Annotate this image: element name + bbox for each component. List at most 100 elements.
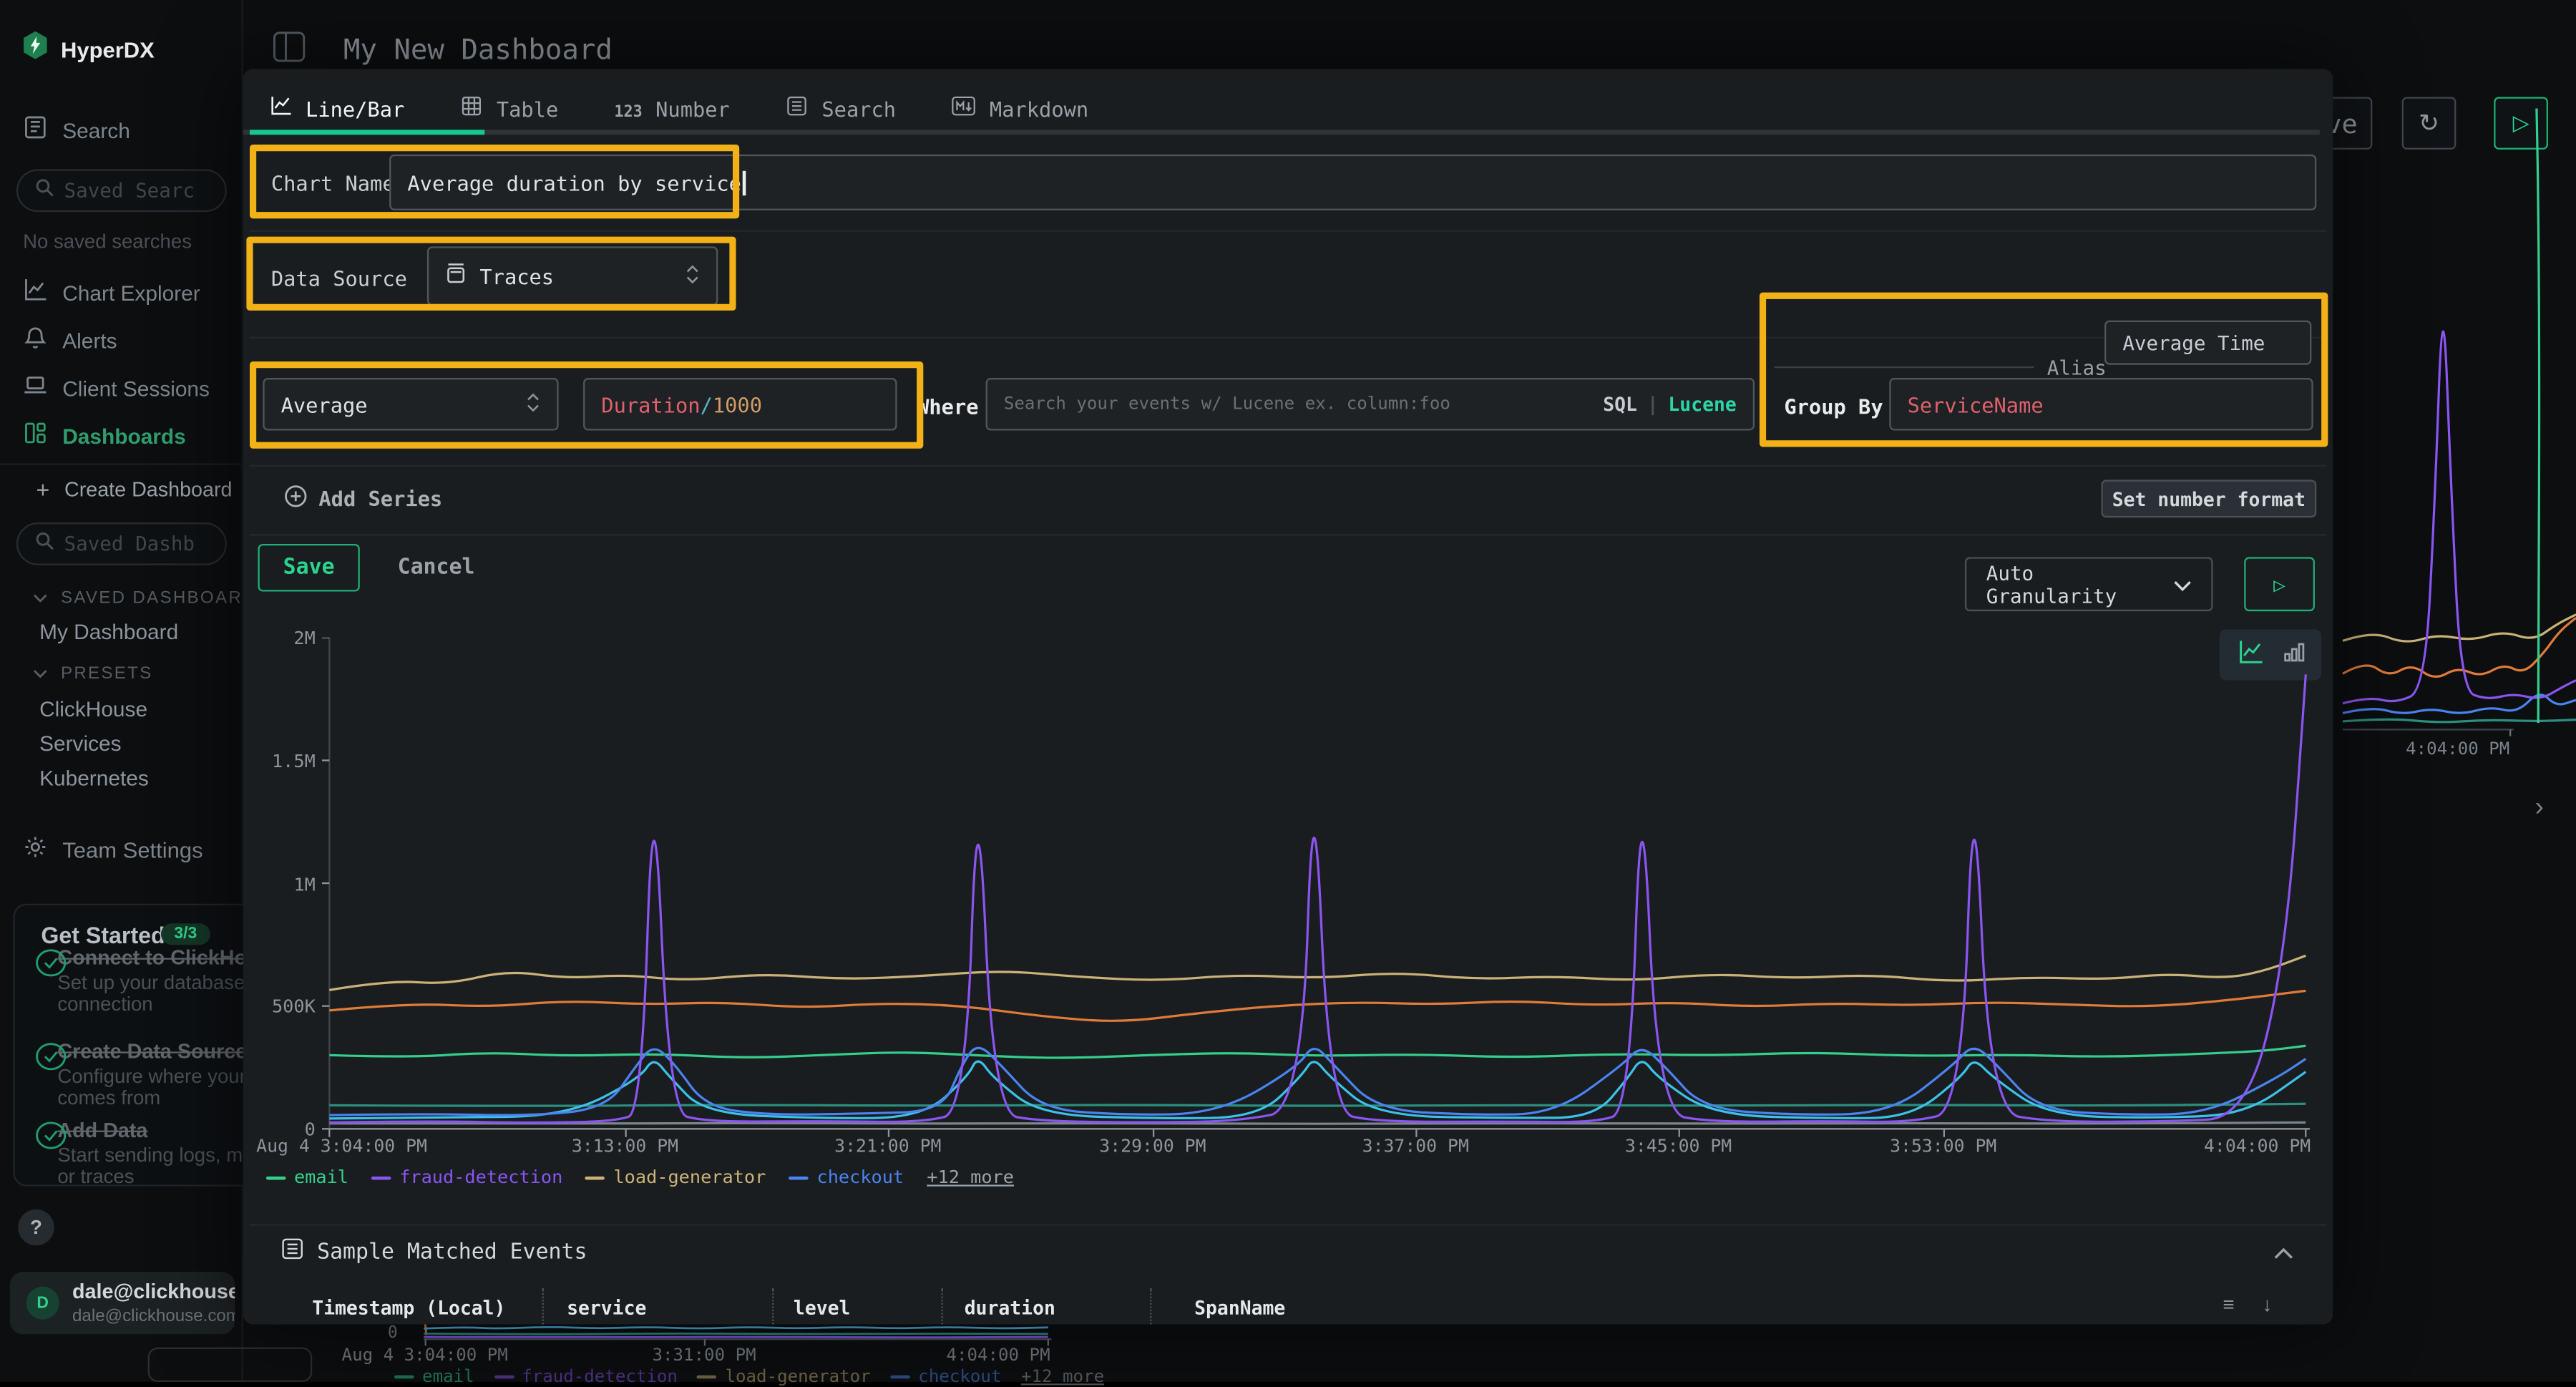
section-divider — [249, 336, 2327, 339]
saved-searches-input[interactable] — [16, 169, 227, 213]
plus-icon: + — [36, 476, 50, 503]
alias-input[interactable]: Average Time — [2104, 320, 2312, 365]
sidebar-item-chart-explorer[interactable]: Chart Explorer — [23, 278, 200, 307]
group-by-value: ServiceName — [1907, 391, 2044, 417]
x-tick-label: 3:21:00 PM — [834, 1135, 942, 1157]
brand[interactable]: HyperDX — [21, 29, 155, 69]
legend-more-link[interactable]: +12 more — [1020, 1367, 1105, 1387]
run-query-button[interactable]: ▷ — [2244, 557, 2315, 612]
page-title: My New Dashboard — [343, 34, 613, 68]
series-green-spike — [2535, 108, 2541, 724]
y-tick-label: 1M — [293, 873, 316, 895]
x-tick-label: 4:04:00 PM — [2203, 1135, 2311, 1157]
alias-label: Alias — [2046, 356, 2107, 380]
sample-events-header[interactable]: Sample Matched Events — [281, 1237, 587, 1267]
create-dashboard-label: Create Dashboard — [64, 478, 233, 502]
tab-table[interactable]: Table — [460, 89, 558, 128]
saved-dashboards-input[interactable] — [16, 522, 227, 565]
bg-next-chevron-icon[interactable]: › — [2534, 793, 2544, 822]
get-started-badge: 3/3 — [161, 923, 210, 945]
sidebar-collapse-icon[interactable] — [273, 31, 306, 71]
series-swatch — [394, 1375, 414, 1379]
tab-search[interactable]: Search — [786, 89, 896, 128]
bg-refresh-button[interactable]: ↻ — [2401, 97, 2457, 150]
sidebar-item-alerts[interactable]: Alerts — [23, 326, 117, 355]
table-icon — [460, 95, 483, 122]
laptop-icon — [23, 373, 47, 402]
circle-check-icon — [34, 948, 67, 986]
sidebar-item-label: Team Settings — [62, 837, 203, 862]
legend-item-email[interactable]: email — [394, 1367, 474, 1387]
series-swatch — [371, 1175, 391, 1179]
presets-section[interactable]: PRESETS — [33, 664, 153, 684]
legend-item-email[interactable]: email — [265, 1167, 348, 1188]
sidebar-item-label: Client Sessions — [62, 375, 210, 401]
save-button[interactable]: Save — [258, 543, 360, 592]
column-separator — [1150, 1288, 1152, 1325]
sidebar-item-search[interactable]: Search — [23, 115, 130, 145]
legend-more-link[interactable]: +12 more — [927, 1167, 1014, 1188]
download-icon[interactable]: ↓ — [2262, 1293, 2273, 1317]
chevron-down-icon — [2174, 573, 2192, 595]
legend-item-checkout[interactable]: checkout — [789, 1167, 904, 1188]
sidebar-link-kubernetes[interactable]: Kubernetes — [39, 765, 149, 791]
granularity-value: Auto Granularity — [1986, 561, 2117, 608]
aggregation-field-input[interactable]: Duration/1000 — [583, 378, 897, 431]
tab-markdown[interactable]: Markdown — [952, 89, 1088, 128]
sidebar-link-clickhouse[interactable]: ClickHouse — [39, 696, 148, 721]
sidebar-link-services[interactable]: Services — [39, 731, 122, 756]
partial-card-outline — [147, 1347, 313, 1382]
set-number-format-button[interactable]: Set number format — [2101, 480, 2317, 518]
tab-number[interactable]: 123 Number — [614, 96, 730, 121]
series-fraud-detection — [329, 674, 2307, 1124]
legend-item-fraud-detection[interactable]: fraud-detection — [371, 1167, 562, 1188]
aggregation-function-select[interactable]: Average — [263, 378, 559, 431]
user-menu[interactable]: D dale@clickhouse.c dale@clickhouse.com'… — [9, 1272, 235, 1335]
section-divider — [249, 1224, 2327, 1226]
data-source-select[interactable]: Traces — [426, 246, 718, 306]
create-dashboard-button[interactable]: + Create Dashboard — [36, 478, 233, 501]
series-checkout — [329, 1046, 2307, 1116]
add-series-button[interactable]: Add Series — [284, 485, 442, 512]
bar-chart-icon[interactable] — [2283, 640, 2304, 669]
granularity-select[interactable]: Auto Granularity — [1964, 557, 2213, 612]
chevron-up-icon[interactable] — [2274, 1239, 2294, 1268]
aggregation-function-value: Average — [280, 391, 368, 417]
where-search-box[interactable]: SQL | Lucene — [985, 378, 1755, 431]
legend-item-fraud-detection[interactable]: fraud-detection — [494, 1367, 678, 1387]
chart-type-toggle[interactable] — [2219, 629, 2322, 681]
saved-searches-field[interactable] — [64, 179, 196, 203]
mode-lucene[interactable]: Lucene — [1668, 392, 1737, 416]
column-settings-icon[interactable]: ≡ — [2223, 1293, 2235, 1317]
series-green — [424, 1332, 1048, 1335]
sidebar-link-my-dashboard[interactable]: My Dashboard — [39, 619, 179, 645]
chart-editor-modal: Line/Bar Table 123 Number Search Markdown Cha… — [243, 69, 2333, 1325]
legend-item-load-generator[interactable]: load-generator — [697, 1367, 871, 1387]
group-by-input[interactable]: ServiceName — [1889, 378, 2313, 431]
line-chart-icon[interactable] — [2237, 638, 2263, 671]
cancel-button[interactable]: Cancel — [397, 555, 475, 580]
field-segment: 1000 — [712, 391, 762, 417]
sidebar-item-label: Chart Explorer — [62, 280, 200, 305]
bg-play-button[interactable]: ▷ — [2494, 97, 2548, 150]
chart-name-input[interactable]: Average duration by service — [389, 154, 2317, 210]
series-green — [2342, 718, 2576, 724]
legend-item-load-generator[interactable]: load-generator — [585, 1167, 766, 1188]
saved-dashboards-field[interactable] — [64, 532, 196, 556]
help-button[interactable]: ? — [18, 1209, 54, 1246]
sidebar-item-team-settings[interactable]: Team Settings — [23, 834, 203, 864]
legend-item-checkout[interactable]: checkout — [890, 1367, 1001, 1387]
chevron-down-icon — [33, 664, 48, 684]
mode-sql[interactable]: SQL — [1603, 392, 1637, 416]
x-tick-label: 3:13:00 PM — [571, 1135, 679, 1157]
sidebar-item-client-sessions[interactable]: Client Sessions — [23, 373, 210, 402]
series-swatch — [265, 1175, 286, 1179]
tab-line-bar[interactable]: Line/Bar — [270, 89, 404, 128]
circle-plus-icon — [284, 485, 307, 512]
where-search-input[interactable] — [1003, 394, 1604, 414]
bg-bottom-x-label: 3:31:00 PM — [652, 1345, 756, 1366]
saved-dashboards-section[interactable]: SAVED DASHBOARDS — [33, 588, 270, 608]
chevron-down-icon — [33, 588, 48, 608]
sidebar-item-dashboards[interactable]: Dashboards — [23, 421, 186, 450]
